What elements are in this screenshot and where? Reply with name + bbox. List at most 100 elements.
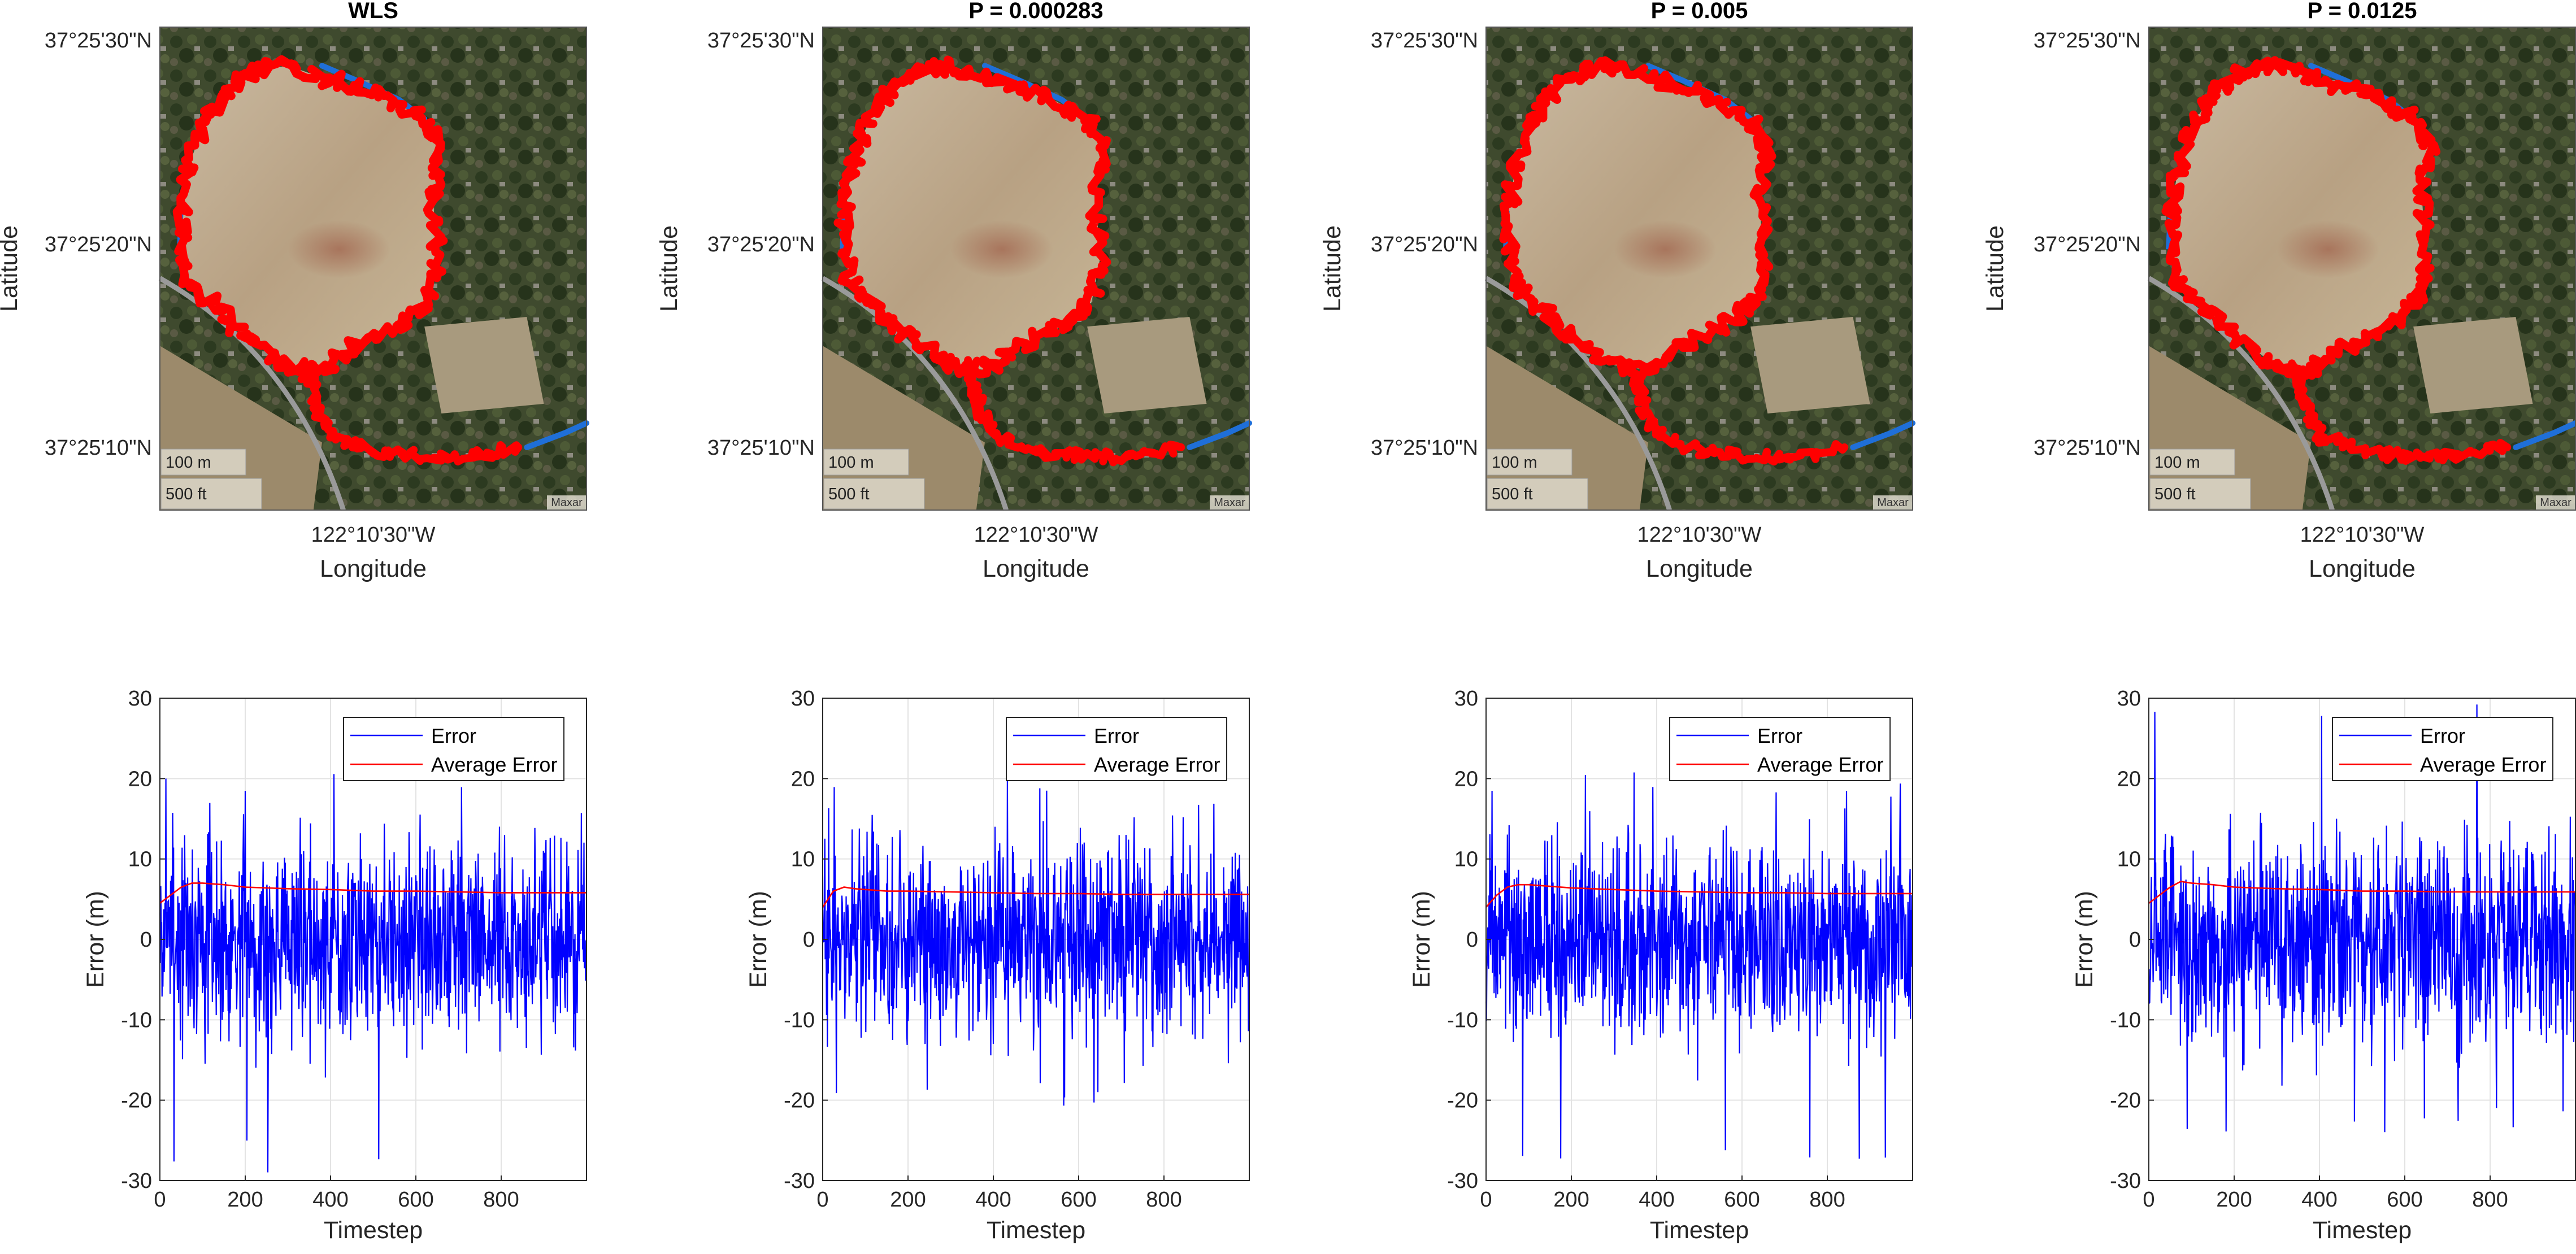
credit-box bbox=[2536, 495, 2575, 510]
legend-label-error: Error bbox=[2420, 724, 2465, 747]
legend: Error Average Error bbox=[1006, 717, 1227, 781]
x-tick-label: 400 bbox=[312, 1188, 348, 1212]
x-tick-label: 600 bbox=[1724, 1188, 1760, 1212]
y-tick-label: 0 bbox=[140, 928, 152, 952]
y-tick-label: 10 bbox=[2117, 848, 2141, 872]
map-panels: WLS 100 m 500 ft Maxar 37°25'30"N 37°25'20"N 3… bbox=[0, 0, 2576, 582]
y-tick-label: 20 bbox=[2117, 767, 2141, 791]
latitude-tick-label: 37°25'20"N bbox=[2034, 233, 2141, 256]
satellite-image bbox=[158, 27, 587, 511]
x-tick-label: 600 bbox=[1061, 1188, 1096, 1212]
series-average-error-line bbox=[822, 886, 1249, 908]
scale-bar-feet bbox=[2149, 478, 2251, 510]
latitude-tick-label: 37°25'30"N bbox=[707, 29, 815, 53]
open-field bbox=[424, 317, 544, 413]
x-tick-label: 800 bbox=[2472, 1188, 2508, 1212]
x-tick-label: 200 bbox=[2216, 1188, 2252, 1212]
y-axis-label: Error (m) bbox=[745, 891, 772, 988]
map-frame bbox=[1485, 27, 1913, 511]
longitude-tick-label: 122°10'30"W bbox=[974, 523, 1098, 547]
y-tick-label: -30 bbox=[2110, 1169, 2141, 1193]
y-tick-label: 10 bbox=[791, 848, 815, 872]
map-y-axis-label: Latitude bbox=[1982, 225, 2009, 312]
legend-label-average: Average Error bbox=[1757, 753, 1883, 776]
scale-label-feet: 500 ft bbox=[828, 485, 870, 503]
map-title: WLS bbox=[348, 0, 398, 23]
scale-bar-meters bbox=[2149, 449, 2235, 476]
scale-label-feet: 500 ft bbox=[2154, 485, 2196, 503]
legend-label-average: Average Error bbox=[2420, 753, 2546, 776]
ground-truth-track bbox=[2513, 420, 2576, 450]
y-tick-label: 0 bbox=[2129, 928, 2141, 952]
legend-label-error: Error bbox=[1757, 724, 1802, 747]
field-patch bbox=[1614, 220, 1717, 278]
latitude-tick-label: 37°25'30"N bbox=[45, 29, 152, 53]
estimated-track-loop bbox=[1499, 56, 1776, 381]
map-frame bbox=[159, 27, 587, 511]
longitude-tick-label: 122°10'30"W bbox=[311, 523, 436, 547]
map-y-axis-label: Latitude bbox=[655, 225, 683, 312]
y-tick-label: -30 bbox=[1447, 1169, 1478, 1193]
map-panel: WLS 100 m 500 ft Maxar 37°25'30"N 37°25'20"N 3… bbox=[0, 0, 589, 582]
y-tick-label: 20 bbox=[1454, 767, 1478, 791]
error-chart: 0 200 400 600 800 -30 -20 -10 0 10 20 30 Timestep Err… bbox=[82, 687, 587, 1244]
x-tick-label: 800 bbox=[1146, 1188, 1181, 1212]
y-tick-label: -30 bbox=[121, 1169, 152, 1193]
x-tick-label: 400 bbox=[1639, 1188, 1674, 1212]
legend-label-error: Error bbox=[1094, 724, 1139, 747]
map-panel: P = 0.0125 100 m 500 ft Maxar 37°25'30"N 37°2… bbox=[1982, 0, 2576, 582]
ground-truth-track bbox=[1187, 420, 1252, 450]
longitude-tick-label: 122°10'30"W bbox=[2300, 523, 2425, 547]
legend-box bbox=[1669, 717, 1891, 781]
map-credit: Maxar bbox=[1877, 497, 1909, 509]
latitude-tick-label: 37°25'20"N bbox=[707, 233, 815, 256]
series-error-line bbox=[2148, 704, 2575, 1133]
open-field bbox=[1087, 317, 1207, 413]
y-tick-label: 10 bbox=[1454, 848, 1478, 872]
series-average-error-line bbox=[2148, 881, 2575, 904]
y-tick-label: 0 bbox=[803, 928, 815, 952]
error-chart: 0 200 400 600 800 -30 -20 -10 0 10 20 30 Timestep Err… bbox=[1408, 687, 1913, 1244]
legend: Error Average Error bbox=[343, 717, 564, 781]
x-tick-label: 400 bbox=[2301, 1188, 2337, 1212]
map-title: P = 0.000283 bbox=[968, 0, 1103, 23]
y-tick-label: -10 bbox=[121, 1008, 152, 1032]
legend-box bbox=[343, 717, 564, 781]
y-axis-label: Error (m) bbox=[2071, 891, 2098, 988]
series-error-line bbox=[1485, 772, 1913, 1159]
x-tick-label: 400 bbox=[975, 1188, 1011, 1212]
map-x-axis-label: Longitude bbox=[1646, 555, 1753, 582]
y-tick-label: -20 bbox=[784, 1089, 815, 1113]
latitude-tick-label: 37°25'20"N bbox=[45, 233, 152, 256]
x-tick-label: 200 bbox=[890, 1188, 926, 1212]
y-tick-label: 20 bbox=[791, 767, 815, 791]
scale-bar-feet bbox=[823, 478, 925, 510]
map-credit: Maxar bbox=[2540, 497, 2571, 509]
latitude-tick-label: 37°25'10"N bbox=[2034, 436, 2141, 460]
estimated-track-tail bbox=[2280, 359, 2512, 465]
map-credit: Maxar bbox=[551, 497, 583, 509]
legend-box bbox=[2332, 717, 2553, 781]
satellite-image bbox=[821, 27, 1249, 511]
legend: Error Average Error bbox=[2332, 717, 2553, 781]
x-tick-label: 200 bbox=[227, 1188, 263, 1212]
x-axis-label: Timestep bbox=[2313, 1217, 2412, 1244]
map-x-axis-label: Longitude bbox=[320, 555, 427, 582]
satellite-image bbox=[1484, 27, 1913, 511]
series-average-error-line bbox=[1485, 883, 1913, 908]
scale-bar-feet bbox=[160, 478, 262, 510]
latitude-tick-label: 37°25'30"N bbox=[1371, 29, 1478, 53]
latitude-tick-label: 37°25'10"N bbox=[707, 436, 815, 460]
open-field bbox=[1750, 317, 1870, 413]
y-tick-label: -10 bbox=[1447, 1008, 1478, 1032]
map-panel: P = 0.000283 100 m 500 ft Maxar 37°25'30"N 37… bbox=[655, 0, 1252, 582]
scale-bar-meters bbox=[160, 449, 246, 476]
map-x-axis-label: Longitude bbox=[2309, 555, 2416, 582]
y-tick-label: -20 bbox=[1447, 1089, 1478, 1113]
x-tick-label: 200 bbox=[1553, 1188, 1589, 1212]
map-title: P = 0.005 bbox=[1651, 0, 1748, 23]
y-tick-label: -20 bbox=[121, 1089, 152, 1113]
x-axis-label: Timestep bbox=[1650, 1217, 1749, 1244]
scale-label-meters: 100 m bbox=[2154, 454, 2200, 472]
